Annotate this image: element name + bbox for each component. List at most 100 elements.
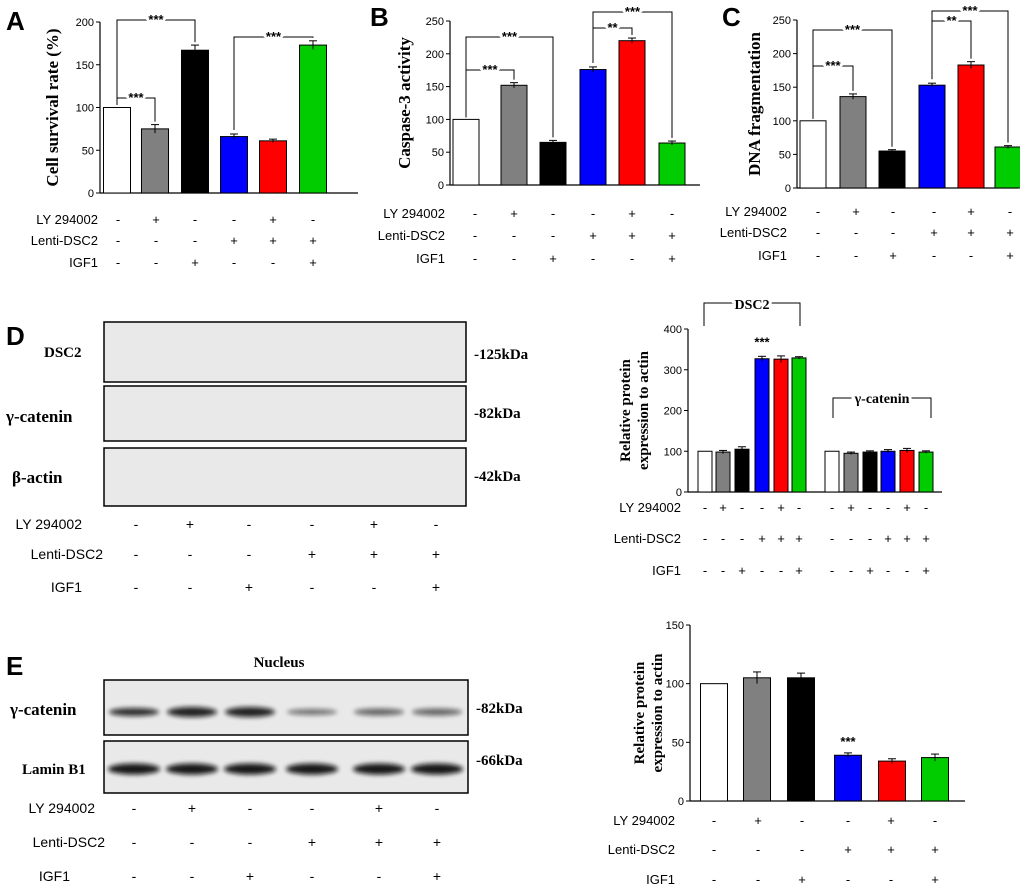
blot-e-label-gamma-catenin: γ-catenin bbox=[9, 700, 77, 719]
significance-label-b-1: *** bbox=[482, 62, 498, 77]
blot-d: DSC2 γ-catenin β-actin -125kDa -82kDa -4… bbox=[5, 321, 529, 507]
treatment-sign-d: - bbox=[703, 531, 707, 546]
treatment-sign-b: + bbox=[549, 251, 557, 266]
treatment-sign-blot-e: + bbox=[433, 834, 441, 850]
treatment-sign-d: - bbox=[849, 563, 853, 578]
treatment-sign-blot-e: + bbox=[188, 800, 196, 816]
bar-C-2 bbox=[878, 150, 906, 189]
treatment-label-b-igf: IGF1 bbox=[416, 251, 445, 266]
treatment-label-c-ly: LY 294002 bbox=[725, 204, 787, 219]
bar-C-0 bbox=[799, 120, 827, 189]
blot-d-kda-dsc2: -125kDa bbox=[474, 347, 529, 363]
treatment-sign-e: + bbox=[844, 842, 852, 857]
treatment-sign-blot-d: - bbox=[434, 516, 439, 532]
treatment-sign-c: - bbox=[816, 204, 820, 219]
treatment-sign-blot-d: - bbox=[134, 546, 139, 562]
treatment-sign-e: - bbox=[712, 842, 716, 857]
treatment-sign-blot-e: - bbox=[190, 834, 195, 850]
y-axis-label-line2: expression to actin bbox=[636, 350, 652, 470]
treatment-sign-d: + bbox=[847, 500, 855, 515]
group-bracket-gamma-catenin bbox=[832, 397, 932, 418]
treatment-sign-a: - bbox=[193, 212, 197, 227]
treatment-sign-b: - bbox=[670, 206, 674, 221]
blot-band bbox=[411, 763, 463, 775]
treatment-sign-c: - bbox=[891, 204, 895, 219]
treatment-sign-e: - bbox=[712, 813, 716, 828]
significance-bracket-b-4 bbox=[592, 11, 673, 139]
blot-band bbox=[354, 708, 404, 716]
treatment-sign-blot-d: - bbox=[134, 579, 139, 595]
significance-bracket-a-3 bbox=[233, 36, 314, 131]
blot-d-kda-gamma-catenin: -82kDa bbox=[474, 406, 521, 422]
significance-label-a-3: *** bbox=[266, 29, 282, 44]
treatment-sign-b: + bbox=[628, 228, 636, 243]
y-tick-label-B: 50 bbox=[432, 147, 444, 159]
blot-band bbox=[108, 763, 160, 775]
treatment-sign-c: + bbox=[852, 204, 860, 219]
blot-band bbox=[353, 763, 405, 775]
blot-e-bands bbox=[108, 707, 463, 775]
y-tick-label-D: 200 bbox=[664, 406, 682, 418]
treatment-sign-blot-d: - bbox=[247, 546, 252, 562]
group-label-dsc2: DSC2 bbox=[734, 298, 769, 313]
treatment-sign-d: - bbox=[924, 500, 928, 515]
treatment-sign-e: - bbox=[889, 872, 893, 887]
treatment-sign-e: + bbox=[887, 813, 895, 828]
treatment-sign-blot-d: + bbox=[432, 579, 440, 595]
treatment-sign-b: - bbox=[551, 228, 555, 243]
y-tick-label-B: 150 bbox=[426, 82, 444, 94]
blot-band bbox=[109, 708, 159, 716]
bar-C-3 bbox=[918, 84, 946, 189]
y-tick-label-E: 150 bbox=[666, 620, 684, 632]
treatment-sign-d: + bbox=[777, 500, 785, 515]
bar-D0-3 bbox=[754, 358, 770, 493]
treatment-sign-blot-d: + bbox=[432, 546, 440, 562]
treatment-sign-e: + bbox=[798, 872, 806, 887]
blot-band bbox=[167, 707, 217, 717]
blot-band bbox=[225, 707, 275, 717]
treatment-sign-blot-e: - bbox=[248, 800, 253, 816]
treatment-sign-d: - bbox=[830, 563, 834, 578]
blot-d-frame-gamma-catenin bbox=[103, 385, 467, 442]
treatment-sign-blot-e: + bbox=[246, 868, 254, 884]
treatment-sign-a: + bbox=[152, 212, 160, 227]
treatment-sign-a: - bbox=[311, 212, 315, 227]
blot-e-frame-gamma-catenin bbox=[103, 679, 469, 736]
treatment-sign-blot-e: - bbox=[377, 868, 382, 884]
treatment-sign-c: + bbox=[967, 225, 975, 240]
significance-label-e: *** bbox=[840, 734, 856, 749]
y-axis-label-line1: Relative protein bbox=[632, 661, 648, 764]
bar-D1-4 bbox=[899, 449, 915, 493]
blot-d-label-gamma-catenin: γ-catenin bbox=[5, 407, 73, 426]
treatment-sign-d: - bbox=[703, 500, 707, 515]
treatment-sign-d: - bbox=[797, 500, 801, 515]
treatment-sign-blot-e: - bbox=[248, 834, 253, 850]
y-tick-label-D: 400 bbox=[664, 324, 682, 336]
treatment-sign-a: - bbox=[116, 233, 120, 248]
treatment-sign-c: - bbox=[854, 248, 858, 263]
treatment-sign-blot-d: - bbox=[310, 579, 315, 595]
treatment-sign-d: - bbox=[849, 531, 853, 546]
bar-D0-2 bbox=[734, 448, 750, 493]
treatment-label-a-ly: LY 294002 bbox=[36, 212, 98, 227]
blot-band bbox=[412, 708, 462, 716]
bar-D1-2 bbox=[862, 451, 878, 493]
y-axis-label-B: Caspase-3 activity bbox=[395, 37, 414, 169]
chart-d: 0 100 200 300 400 Relative protein expression … bbox=[618, 295, 942, 499]
treatment-sign-c: - bbox=[891, 225, 895, 240]
treatment-sign-c: + bbox=[1006, 225, 1014, 240]
y-axis-label-C: DNA fragmentation bbox=[745, 31, 764, 176]
treatment-sign-a: + bbox=[309, 233, 317, 248]
treatment-sign-d: - bbox=[886, 500, 890, 515]
treatment-sign-d: + bbox=[922, 531, 930, 546]
treatment-sign-e: - bbox=[712, 872, 716, 887]
treatment-label-b-lenti: Lenti-DSC2 bbox=[378, 228, 445, 243]
treatment-label-e-ly: LY 294002 bbox=[613, 813, 675, 828]
treatment-sign-blot-e: + bbox=[375, 800, 383, 816]
treatment-sign-blot-e: - bbox=[132, 800, 137, 816]
treatment-sign-b: + bbox=[668, 251, 676, 266]
treatment-sign-d: + bbox=[719, 500, 727, 515]
bar-B-3 bbox=[579, 69, 607, 186]
y-tick-label-C: 0 bbox=[785, 183, 791, 195]
bar-D1-3 bbox=[880, 450, 896, 493]
